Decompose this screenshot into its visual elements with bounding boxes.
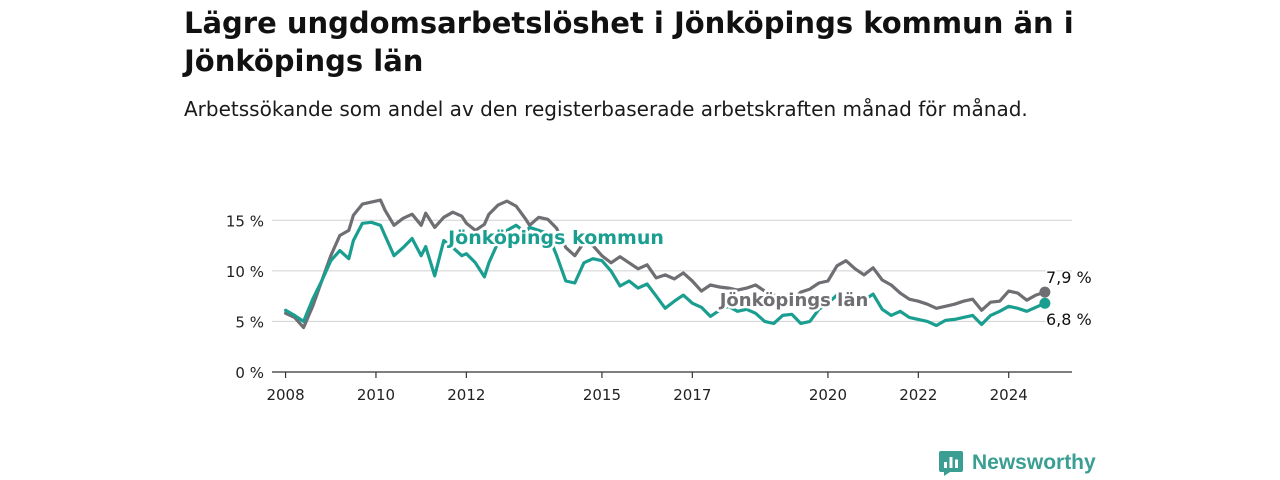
- line-chart: 0 %5 %10 %15 % 2008 2010 2012 2015 2017 2020 2…: [226, 198, 1094, 404]
- series-inline-label: Jönköpings län: [718, 290, 869, 311]
- x-tick-label: 2024: [990, 386, 1028, 404]
- x-tick-label: 2020: [809, 386, 847, 404]
- series-lines: [284, 198, 1051, 330]
- x-tick-label: 2017: [673, 386, 711, 404]
- brand-name: Newsworthy: [972, 451, 1096, 474]
- x-axis: 2008 2010 2012 2015 2017 2020 2022 2024: [266, 371, 1072, 404]
- x-tick-label: 2008: [266, 386, 304, 404]
- y-tick-label: 0 %: [235, 364, 264, 382]
- chart-title: Lägre ungdomsarbetslöshet i Jönköpings k…: [184, 6, 1074, 78]
- lan-series-line: [284, 198, 1047, 330]
- series-end-point: [1039, 297, 1051, 309]
- x-tick-label: 2022: [899, 386, 937, 404]
- newsworthy-brand[interactable]: Newsworthy: [938, 448, 1096, 478]
- series-end-point: [1039, 286, 1051, 298]
- x-tick-label: 2010: [357, 386, 395, 404]
- grid-lines: [272, 219, 1072, 322]
- series-labels: 7,9 % 6,8 % Jönköpings kommun Jönköpings lä…: [444, 225, 1094, 331]
- series-end-value-label: 6,8 %: [1046, 310, 1092, 329]
- newsworthy-logo-icon: [939, 451, 963, 476]
- y-tick-label: 15 %: [226, 212, 264, 230]
- y-axis-tick-labels: 0 % 5 % 10 % 15 %: [226, 212, 264, 382]
- y-tick-label: 10 %: [226, 263, 264, 281]
- series-end-value-label: 7,9 %: [1046, 268, 1092, 287]
- x-tick-label: 2015: [583, 386, 621, 404]
- x-tick-label: 2012: [447, 386, 485, 404]
- chart-subtitle: Arbetssökande som andel av den registerb…: [184, 97, 1028, 121]
- series-inline-label: Jönköpings kommun: [446, 227, 664, 249]
- kommun-series-line: [284, 220, 1047, 328]
- y-tick-label: 5 %: [235, 313, 264, 331]
